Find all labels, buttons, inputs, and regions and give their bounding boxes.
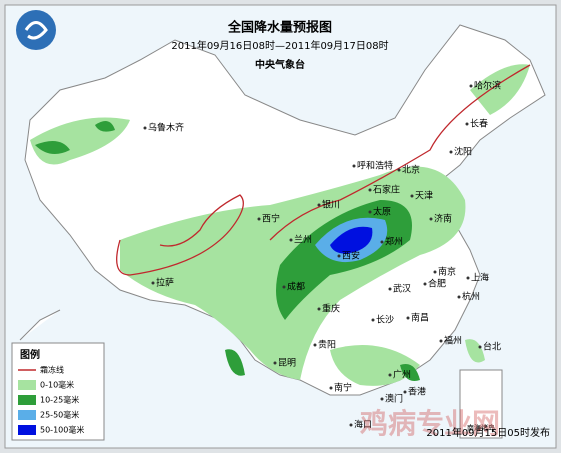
city-label: 南昌 — [411, 312, 429, 324]
city-label: 杭州 — [462, 291, 480, 303]
inset-label: 南海诸岛 — [467, 423, 495, 432]
city-dot — [273, 361, 277, 365]
coast — [19, 309, 61, 341]
city-dot — [282, 285, 286, 289]
city-dot — [397, 168, 401, 172]
city-label: 重庆 — [322, 303, 340, 315]
city-dot — [329, 386, 333, 390]
city-label: 兰州 — [294, 234, 312, 246]
city-label: 南宁 — [334, 382, 352, 394]
city-dot — [257, 217, 261, 221]
city-dot — [349, 423, 353, 427]
city-dot — [380, 397, 384, 401]
legend-swatch — [18, 395, 36, 405]
city-dot — [388, 287, 392, 291]
city-label: 海口 — [354, 419, 372, 431]
city-dot — [337, 254, 341, 258]
city-dot — [313, 343, 317, 347]
city-label: 济南 — [434, 213, 452, 225]
city-dot — [439, 339, 443, 343]
city-dot — [289, 238, 293, 242]
city-label: 石家庄 — [373, 184, 400, 196]
city-label: 郑州 — [385, 236, 403, 248]
city-dot — [410, 194, 414, 198]
city-label: 西安 — [342, 250, 360, 262]
legend-label: 0-10毫米 — [40, 380, 74, 390]
city-dot — [143, 126, 147, 130]
city-dot — [371, 318, 375, 322]
watermark: 鸡病专业网 — [359, 407, 500, 440]
city-label: 贵阳 — [318, 339, 336, 351]
city-dot — [403, 390, 407, 394]
city-dot — [368, 210, 372, 214]
city-dot — [151, 281, 155, 285]
city-dot — [433, 270, 437, 274]
city-label: 乌鲁木齐 — [148, 122, 184, 134]
legend-label: 霜冻线 — [40, 365, 64, 375]
legend: 霜冻线 0-10毫米 10-25毫米 25-50毫米 50-100毫米 — [18, 365, 84, 435]
city-label: 台北 — [483, 341, 501, 353]
city-dot — [478, 345, 482, 349]
city-label: 天津 — [415, 191, 433, 202]
rain-torrential — [330, 226, 373, 254]
city-dot — [466, 276, 470, 280]
city-label: 拉萨 — [156, 277, 174, 289]
city-label: 澳门 — [385, 393, 403, 405]
city-dot — [352, 164, 356, 168]
city-dot — [469, 84, 473, 88]
city-label: 长春 — [470, 118, 488, 130]
city-dot — [317, 203, 321, 207]
city-dot — [388, 373, 392, 377]
logo — [16, 10, 56, 50]
legend-title: 图例 — [20, 348, 40, 361]
city-label: 呼和浩特 — [357, 160, 393, 172]
city-label: 上海 — [471, 272, 489, 284]
legend-label: 10-25毫米 — [40, 395, 79, 405]
city-label: 香港 — [408, 386, 426, 398]
city-dot — [449, 150, 453, 154]
city-label: 成都 — [287, 281, 305, 293]
legend-swatch — [18, 410, 36, 420]
city-dot — [457, 295, 461, 299]
city-label: 北京 — [402, 164, 420, 176]
period: 2011年09月16日08时—2011年09月17日08时 — [171, 39, 388, 52]
city-dot — [423, 282, 427, 286]
legend-swatch — [18, 380, 36, 390]
city-label: 福州 — [444, 335, 462, 347]
frost-line — [116, 64, 531, 276]
legend-label: 25-50毫米 — [40, 410, 79, 420]
city-label: 合肥 — [428, 278, 446, 290]
city-dot — [368, 188, 372, 192]
city-label: 西宁 — [262, 213, 280, 225]
city-dot — [429, 217, 433, 221]
city-dot — [380, 240, 384, 244]
city-label: 武汉 — [393, 283, 411, 295]
title: 全国降水量预报图 — [227, 20, 332, 36]
footer: 2011年09月15日05时发布 — [426, 426, 550, 439]
city-dot — [465, 122, 469, 126]
city-dot — [406, 316, 410, 320]
inset — [459, 369, 503, 439]
city-label: 南京 — [438, 266, 456, 278]
city-dot — [317, 307, 321, 311]
city-label: 沈阳 — [454, 146, 472, 158]
city-label: 长沙 — [376, 314, 394, 326]
city-label: 广州 — [393, 369, 411, 381]
city-label: 哈尔滨 — [474, 80, 501, 92]
city-label: 银川 — [322, 199, 340, 211]
city-label: 昆明 — [278, 358, 296, 369]
legend-swatch — [18, 425, 36, 435]
city-label: 太原 — [373, 206, 391, 218]
legend-label: 50-100毫米 — [40, 425, 84, 435]
legend-box — [11, 342, 105, 441]
issuer: 中央气象台 — [255, 58, 305, 71]
